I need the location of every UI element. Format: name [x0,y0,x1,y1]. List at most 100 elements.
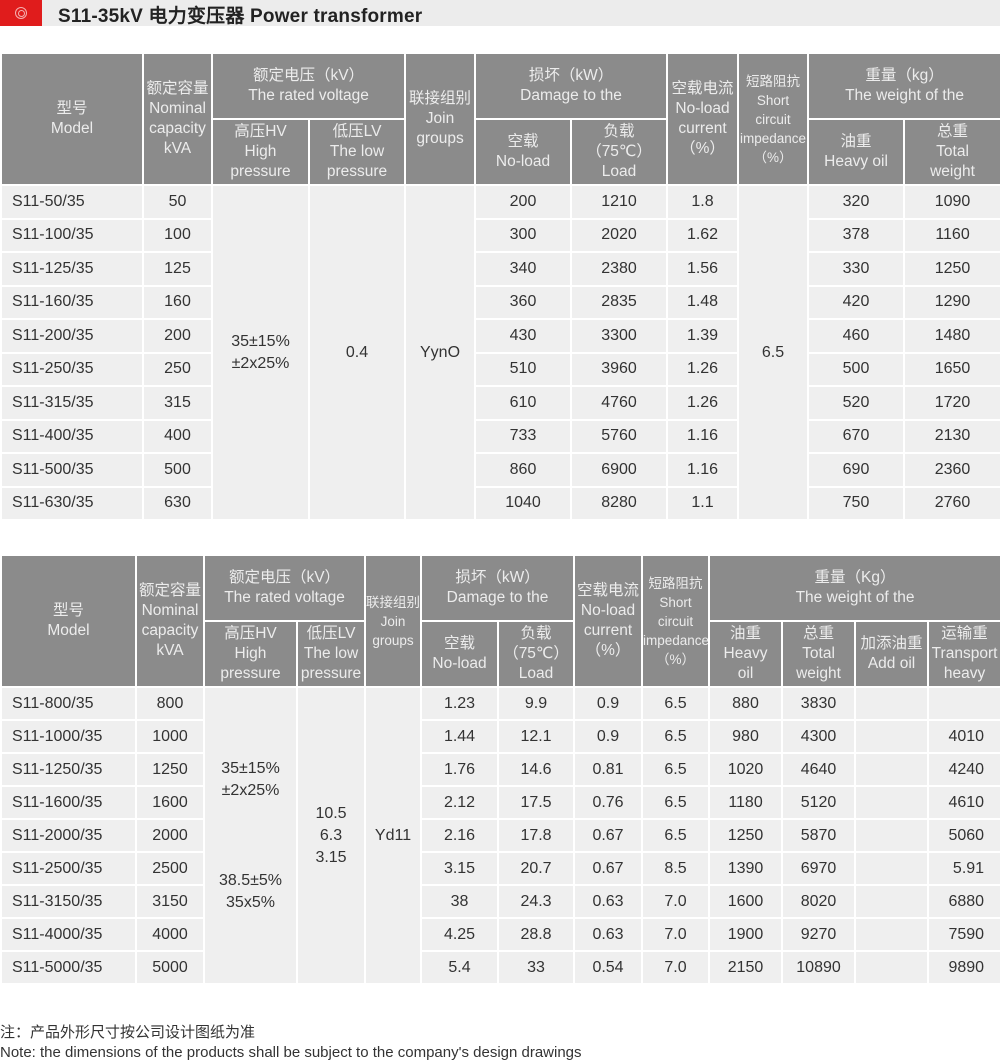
cell-noload-loss: 200 [474,184,573,220]
cell-capacity: 1600 [135,785,205,820]
cell-total-weight: 9270 [781,917,857,952]
header-impedance: 短路阻抗 Short circuit impedance （%） [737,52,810,186]
cell-noload-loss: 733 [474,418,573,454]
cell-noload-loss: 360 [474,284,573,320]
table-row: S11-4000/35 4000 4.25 28.8 0.63 7.0 1900 9270 75… [0,917,1000,952]
table-row: S11-315/35 315 610 4760 1.26 520 1720 [0,385,1000,421]
cell-noload-current: 0.81 [573,752,644,787]
header-line: Transport [931,645,998,662]
header-line: heavy [943,665,986,682]
header-line: Total [936,143,969,160]
header-line: 高压HV [234,123,287,140]
table-row: S11-160/35 160 360 2835 1.48 420 1290 [0,284,1000,320]
header-line: 低压LV [332,123,382,140]
header-line: The rated voltage [248,87,369,104]
header-line: 油重 [840,133,872,150]
header-line: 运输重 [941,625,988,642]
table-row: S11-50/35 50 35±15% ±2x25% 0.4 YynO 200 1210 1.8… [0,184,1000,521]
header-hv: 高压HV High pressure [211,118,310,186]
header-line: No-load [675,100,730,117]
cell-add-oil [854,917,930,952]
cell-load-loss: 17.5 [497,785,576,820]
header-line: 空载 [444,635,476,652]
cell-capacity: 125 [142,251,213,287]
cell-load-loss: 2380 [570,251,669,287]
cell-model: S11-200/35 [0,318,144,354]
header-line: Damage to the [520,87,622,104]
cell-oil-weight: 1390 [708,851,784,886]
header-lv: 低压LV The low pressure [307,118,407,186]
header-line: Short [756,92,790,108]
header-load: 负载 （75℃） Load [497,620,576,688]
note-chinese: 注：产品外形尺寸按公司设计图纸为准 [0,1024,256,1041]
header-line: No-load [432,655,487,672]
header-line: 型号 [56,100,88,117]
cell-noload-loss: 1040 [474,485,573,521]
cell-load-loss: 14.6 [497,752,576,787]
cell-capacity: 400 [142,418,213,454]
cell-impedance: 6.5 [737,184,810,521]
header-line: 总重 [803,625,835,642]
cell-model: S11-100/35 [0,217,144,253]
cell-noload-current: 1.39 [666,318,740,354]
cell-lv-voltage: 10.5 6.3 3.15 [295,686,367,985]
cell-load-loss: 33 [497,950,576,985]
header-line: pressure [220,665,281,682]
cell-capacity: 1000 [135,719,205,754]
cell-impedance: 6.5 [641,752,711,787]
header-line: The low [329,143,385,160]
header-line: （%） [680,140,725,157]
header-capacity: 额定容量 Nominal capacity kVA [135,554,205,688]
cell-model: S11-500/35 [0,452,144,488]
header-load: 负载 （75℃） Load [570,118,669,186]
table-row: S11-500/35 500 860 6900 1.16 690 2360 [0,452,1000,488]
cell-impedance: 7.0 [641,950,711,985]
cell-noload-loss: 5.4 [420,950,500,985]
header-lv: 低压LV The low pressure [295,620,367,688]
cell-model: S11-2000/35 [0,818,137,853]
header-join-groups: 联接组别 Join groups [364,554,423,688]
header-line: 额定电压（kV） [252,67,365,84]
cell-total-weight: 2760 [903,485,1000,521]
cell-total-weight: 1160 [903,217,1000,253]
cell-noload-current: 0.9 [573,719,644,754]
header-line: capacity [141,622,199,639]
cell-oil-weight: 1250 [708,818,784,853]
header-oil: 油重 Heavy oil [708,620,784,688]
header-line: circuit [755,111,791,127]
header-line: No-load [580,602,636,619]
cell-add-oil [854,884,930,919]
header-model: 型号 Model [0,52,144,186]
cell-model: S11-630/35 [0,485,144,521]
header-line: No-load [495,153,551,170]
cell-oil-weight: 1600 [708,884,784,919]
cell-model: S11-3150/35 [0,884,137,919]
cell-total-weight: 5870 [781,818,857,853]
header-line: The rated voltage [224,589,345,606]
header-line: circuit [657,613,694,629]
cell-total-weight: 1090 [903,184,1000,220]
header-line: Nominal [149,100,206,117]
header-line: （75℃） [503,645,569,662]
cell-model: S11-2500/35 [0,851,137,886]
header-line: capacity [149,120,206,137]
cell-transport-weight: 5.91 [927,851,1000,886]
cell-capacity: 250 [142,351,213,387]
header-noload: 空载 No-load [420,620,500,688]
cell-capacity: 50 [142,184,213,220]
header-line: Join [425,110,455,127]
cell-load-loss: 17.8 [497,818,576,853]
cell-transport-weight: 6880 [927,884,1000,919]
cell-model: S11-160/35 [0,284,144,320]
cell-total-weight: 1250 [903,251,1000,287]
table-row: S11-630/35 630 1040 8280 1.1 750 2760 [0,485,1000,521]
spec-table-small: 型号 Model 额定容量 Nominal capacity kVA 额定电压（kV） T… [0,52,1000,521]
table-row: S11-250/35 250 510 3960 1.26 500 1650 [0,351,1000,387]
header-line: pressure [230,163,291,180]
cell-impedance: 6.5 [641,686,711,721]
cell-capacity: 200 [142,318,213,354]
header-total: 总重 Total weight [903,118,1000,186]
cell-oil-weight: 880 [708,686,784,721]
cell-noload-loss: 2.16 [420,818,500,853]
cell-noload-current: 0.76 [573,785,644,820]
